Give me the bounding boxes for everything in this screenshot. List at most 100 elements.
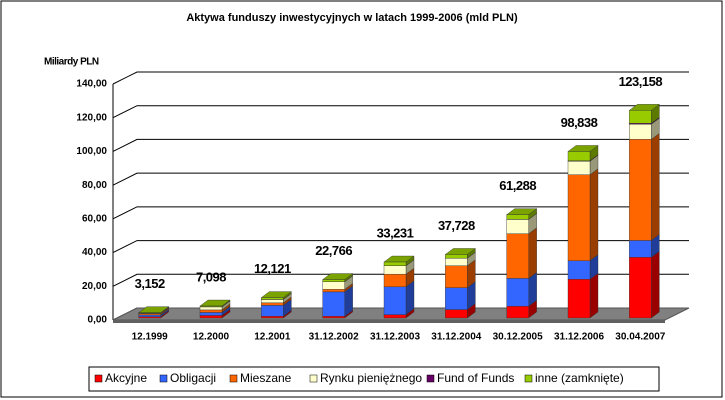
bar-front — [629, 110, 652, 124]
bar-segment — [444, 248, 476, 259]
grid-line — [112, 206, 689, 220]
bar-side — [589, 272, 599, 319]
bar-front — [261, 316, 284, 319]
bar-front — [506, 233, 529, 279]
y-tick-label: 100,00 — [76, 146, 107, 157]
bar-front — [567, 161, 591, 175]
x-tick-label: 12.1999 — [132, 332, 169, 343]
bar-front — [629, 240, 652, 258]
bar-front — [261, 302, 284, 306]
bar-front — [383, 261, 407, 266]
bar-segment — [567, 272, 599, 319]
bar-front — [445, 265, 468, 288]
bar-front — [567, 174, 591, 261]
grid-line — [112, 71, 689, 85]
bar-segment — [260, 291, 292, 300]
grid-line — [112, 172, 689, 186]
bar-front — [567, 260, 591, 280]
bar-segment — [567, 168, 599, 262]
bar-front — [199, 305, 223, 308]
bar-front — [445, 257, 468, 266]
legend-swatch — [309, 374, 318, 383]
bar-front — [383, 314, 407, 319]
legend-label: Rynku pieniężnego — [320, 371, 422, 385]
chart-title: Aktywa funduszy inwestycyjnych w latach … — [186, 12, 518, 24]
legend-label: Obligacji — [170, 371, 216, 385]
y-axis-title: Miliardy PLN — [44, 57, 99, 68]
x-tick-label: 31.12.2002 — [309, 332, 359, 343]
bar-side — [528, 227, 537, 279]
bar-front — [506, 214, 529, 220]
grid-line — [112, 240, 689, 254]
x-tick-label: 30.04.2007 — [615, 332, 665, 343]
y-tick-label: 120,00 — [76, 112, 107, 123]
bar-front — [383, 286, 407, 315]
legend-label: Fund of Funds — [437, 371, 514, 385]
legend-swatch — [524, 374, 533, 383]
bar-front — [322, 289, 345, 293]
bar-segment — [383, 255, 415, 267]
bar-front — [506, 278, 529, 307]
bar-front — [322, 291, 345, 317]
x-tick-label: 12.2000 — [193, 332, 230, 343]
x-tick-label: 31.12.2003 — [370, 332, 420, 343]
legend-swatch — [159, 374, 168, 383]
bar-segment — [199, 299, 231, 308]
bar-segment — [628, 250, 660, 319]
x-tick-label: 12.2001 — [254, 332, 291, 343]
bar-front — [629, 123, 652, 140]
bar-front — [199, 312, 223, 316]
bar-segment — [322, 273, 354, 283]
bar-front — [383, 273, 407, 288]
bar-front — [322, 279, 345, 282]
bar-side — [589, 168, 599, 262]
grid-line — [112, 273, 689, 287]
bar-front — [261, 297, 284, 300]
legend-swatch — [94, 374, 103, 383]
legend-label: Akcyjne — [105, 371, 147, 385]
total-label: 7,098 — [196, 269, 226, 284]
y-tick-label: 0,00 — [88, 315, 108, 326]
y-tick-label: 20,00 — [82, 281, 107, 292]
y-tick-label: 140,00 — [76, 79, 107, 90]
legend-box — [88, 366, 660, 392]
total-label: 123,158 — [619, 74, 663, 89]
bar-segment — [506, 227, 538, 279]
total-label: 98,838 — [561, 115, 598, 130]
bar-front — [445, 254, 468, 259]
bar-front — [567, 279, 591, 319]
bar-side — [651, 132, 660, 241]
total-label: 37,728 — [438, 218, 475, 233]
total-label: 3,152 — [135, 276, 165, 291]
y-tick-label: 40,00 — [82, 247, 107, 258]
bar-front — [383, 265, 407, 275]
y-tick-label: 80,00 — [82, 180, 107, 191]
grid-line — [112, 138, 689, 152]
legend-label: Mieszane — [240, 371, 292, 385]
bar-segment — [628, 103, 660, 124]
bar-front — [506, 306, 529, 319]
grid-line — [112, 105, 689, 119]
total-label: 12,121 — [254, 261, 291, 276]
total-label: 61,288 — [499, 178, 536, 193]
x-tick-label: 31.12.2004 — [431, 332, 481, 343]
total-label: 33,231 — [377, 225, 414, 240]
bar-segment — [628, 132, 660, 241]
bar-front — [261, 299, 284, 304]
bar-front — [199, 306, 223, 311]
legend-swatch — [229, 374, 238, 383]
legend-swatch — [426, 374, 435, 383]
legend-label: inne (zamknięte) — [535, 371, 624, 385]
bar-front — [629, 139, 652, 241]
bar-side — [651, 250, 660, 319]
bar-segment — [138, 306, 170, 314]
bar-front — [261, 305, 284, 317]
total-label: 22,766 — [315, 243, 352, 258]
bar-front — [138, 316, 161, 319]
floor-edge — [113, 320, 665, 323]
bar-front — [445, 309, 468, 319]
bar-front — [629, 257, 652, 319]
bar-front — [199, 315, 223, 319]
